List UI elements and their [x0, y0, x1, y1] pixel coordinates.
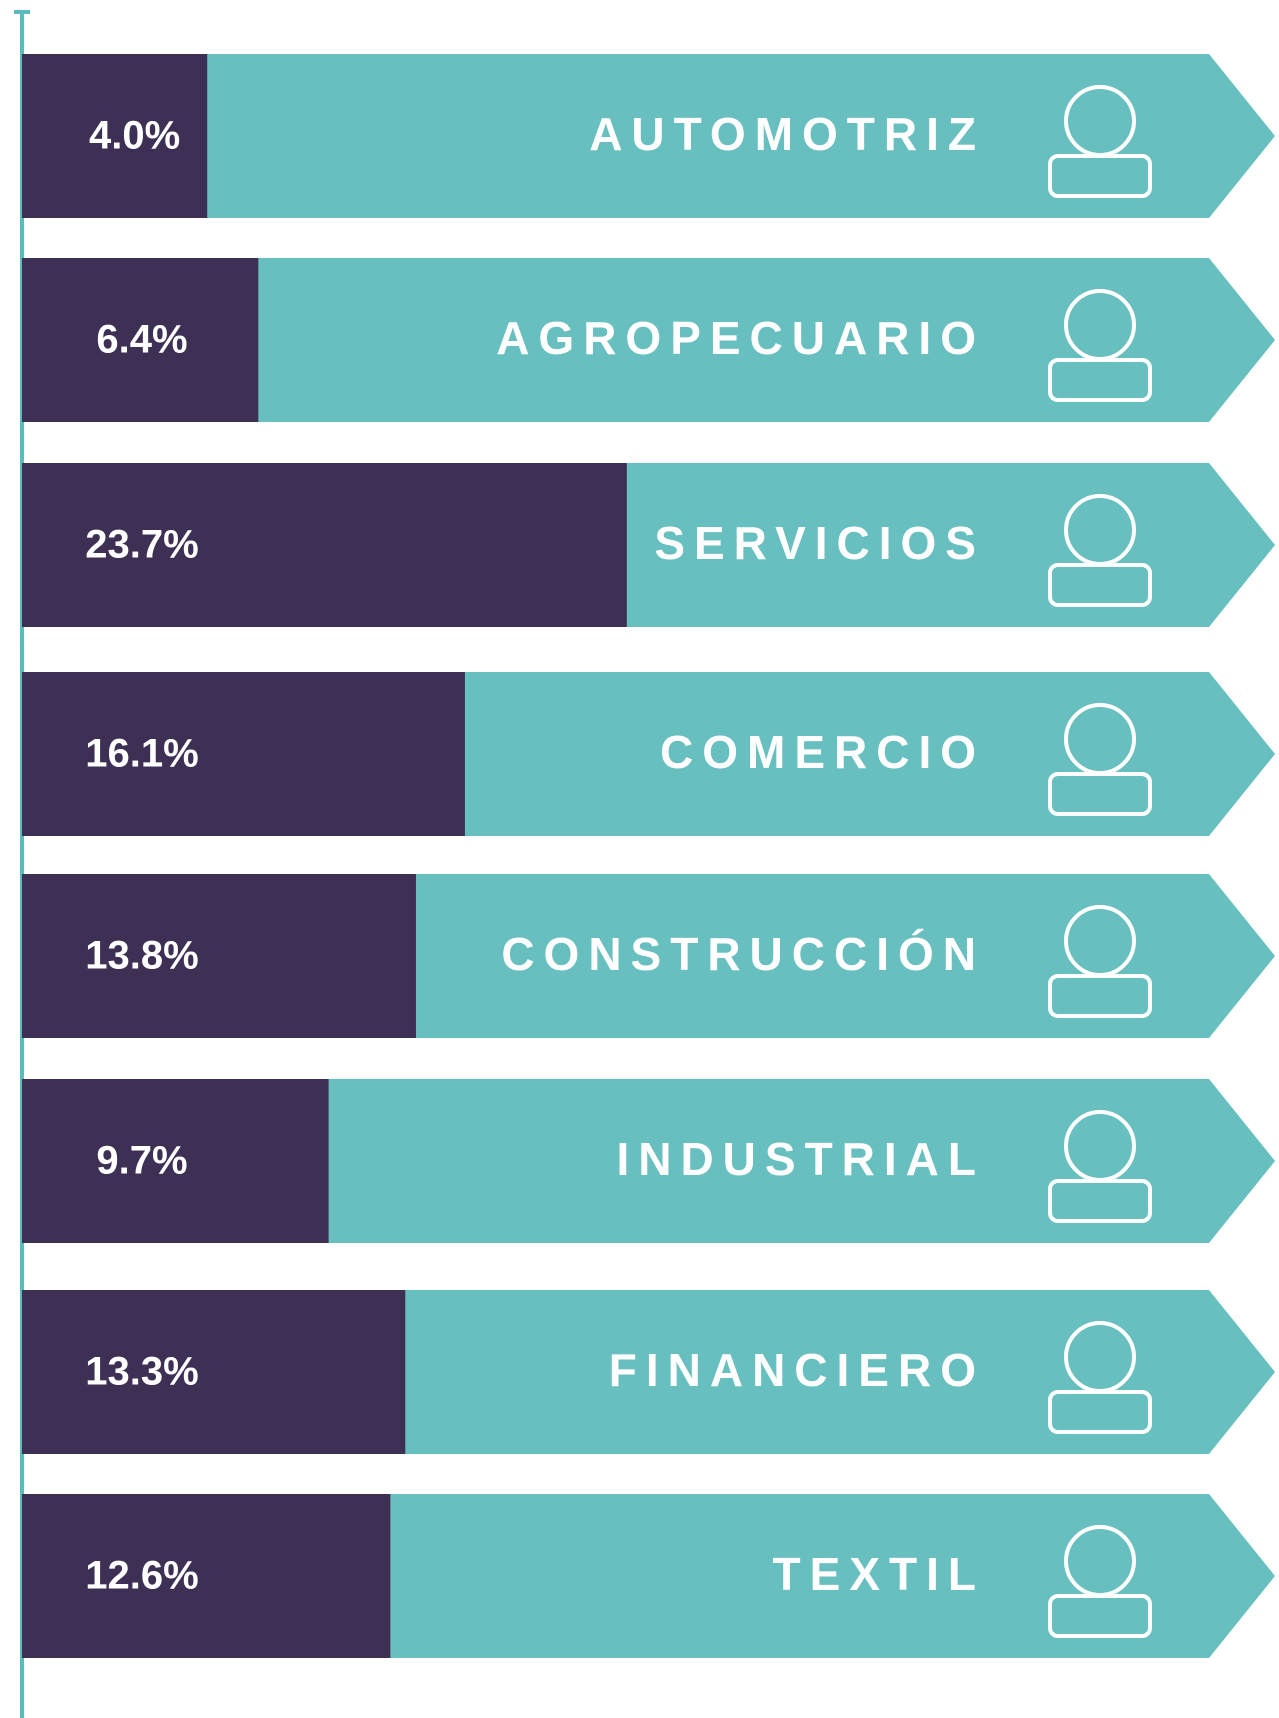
category-icon: [1048, 494, 1152, 607]
icon-part: [1048, 974, 1152, 1018]
icon-part: [1048, 1179, 1152, 1223]
category-icon: [1048, 905, 1152, 1018]
value-label: 12.6%: [85, 1554, 198, 1598]
value-label: 16.1%: [85, 732, 198, 776]
icon-part: [1048, 1594, 1152, 1638]
bar: [22, 672, 465, 836]
value-label: 6.4%: [96, 318, 187, 362]
category-label: CONSTRUCCIÓN: [501, 928, 985, 980]
icon-part: [1048, 358, 1152, 402]
category-label: COMERCIO: [660, 726, 985, 778]
category-label: FINANCIERO: [609, 1344, 985, 1396]
category-band: [22, 54, 1275, 218]
category-label: TEXTIL: [773, 1548, 985, 1600]
category-icon: [1048, 85, 1152, 198]
category-icon: [1048, 289, 1152, 402]
value-label: 9.7%: [96, 1139, 187, 1183]
category-band: [22, 1079, 1275, 1243]
bar: [22, 1079, 329, 1243]
category-label: AUTOMOTRIZ: [589, 108, 985, 160]
category-label: SERVICIOS: [654, 517, 985, 569]
value-label: 23.7%: [85, 523, 198, 567]
bar: [22, 54, 208, 218]
value-label: 13.8%: [85, 934, 198, 978]
bar: [22, 1290, 406, 1454]
bar: [22, 874, 416, 1038]
icon-part: [1048, 154, 1152, 198]
category-icon: [1048, 1110, 1152, 1223]
icon-part: [1048, 563, 1152, 607]
value-label: 4.0%: [89, 114, 180, 158]
icon-part: [1048, 772, 1152, 816]
value-label: 13.3%: [85, 1350, 198, 1394]
category-icon: [1048, 703, 1152, 816]
icon-part: [1048, 1390, 1152, 1434]
category-icon: [1048, 1321, 1152, 1434]
category-band: [22, 258, 1275, 422]
bar: [22, 463, 627, 627]
bar: [22, 1494, 391, 1658]
category-label: AGROPECUARIO: [496, 312, 985, 364]
category-label: INDUSTRIAL: [616, 1133, 985, 1185]
bar: [22, 258, 259, 422]
category-icon: [1048, 1525, 1152, 1638]
